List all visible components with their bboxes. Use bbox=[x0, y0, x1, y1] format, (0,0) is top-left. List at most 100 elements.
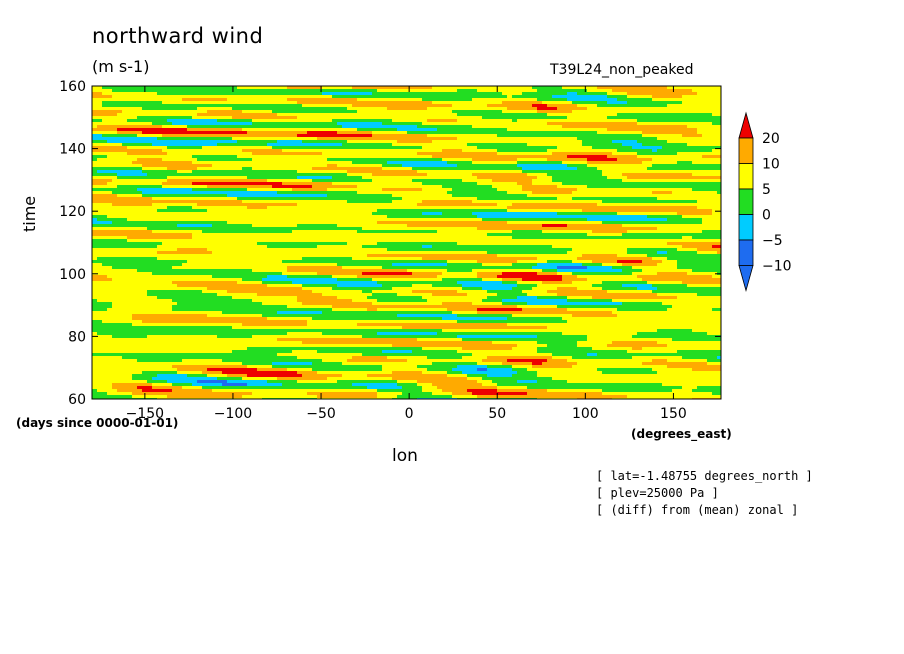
heatmap-cell bbox=[92, 101, 98, 105]
heatmap-cell bbox=[227, 89, 233, 93]
heatmap-cell bbox=[97, 203, 103, 207]
heatmap-cell bbox=[717, 116, 721, 120]
heatmap-cell bbox=[632, 107, 638, 111]
heatmap-cell bbox=[327, 167, 333, 171]
heatmap-cell bbox=[157, 119, 163, 123]
heatmap-cell bbox=[127, 101, 133, 105]
heatmap-cell bbox=[262, 182, 268, 186]
heatmap-cell bbox=[107, 173, 113, 177]
heatmap-cell bbox=[262, 98, 268, 102]
heatmap-cell bbox=[377, 164, 383, 168]
heatmap-cell bbox=[462, 200, 468, 204]
heatmap-cell bbox=[492, 128, 498, 132]
heatmap-cell bbox=[332, 95, 338, 99]
heatmap-cell bbox=[317, 101, 323, 105]
heatmap-cell bbox=[127, 107, 133, 111]
heatmap-cell bbox=[677, 179, 683, 183]
heatmap-cell bbox=[312, 122, 318, 126]
heatmap-cell bbox=[332, 134, 338, 138]
heatmap-cell bbox=[502, 197, 508, 201]
heatmap-cell bbox=[302, 146, 308, 150]
heatmap-cell bbox=[692, 152, 698, 156]
heatmap-cell bbox=[667, 200, 673, 204]
heatmap-cell bbox=[527, 170, 533, 174]
heatmap-cell bbox=[472, 176, 478, 180]
heatmap-cell bbox=[152, 167, 158, 171]
heatmap-cell bbox=[602, 194, 608, 198]
heatmap-cell bbox=[622, 95, 628, 99]
heatmap-cell bbox=[492, 101, 498, 105]
heatmap-cell bbox=[502, 200, 508, 204]
heatmap-cell bbox=[382, 188, 388, 192]
heatmap-cell bbox=[137, 194, 143, 198]
heatmap-cell bbox=[297, 116, 303, 120]
heatmap-cell bbox=[547, 95, 553, 99]
heatmap-cell bbox=[242, 137, 248, 141]
heatmap-cell bbox=[622, 185, 628, 189]
heatmap-cell bbox=[247, 116, 253, 120]
heatmap-cell bbox=[592, 140, 598, 144]
heatmap-cell bbox=[472, 92, 478, 96]
heatmap-cell bbox=[477, 167, 483, 171]
heatmap-cell bbox=[432, 89, 438, 93]
heatmap-cell bbox=[192, 200, 198, 204]
heatmap-cell bbox=[182, 143, 188, 147]
heatmap-cell bbox=[422, 185, 428, 189]
heatmap-cell bbox=[347, 131, 353, 135]
heatmap-cell bbox=[267, 185, 273, 189]
heatmap-cell bbox=[232, 176, 238, 180]
heatmap-cell bbox=[397, 110, 403, 114]
heatmap-cell bbox=[237, 122, 243, 126]
heatmap-cell bbox=[377, 119, 383, 123]
heatmap-cell bbox=[107, 104, 113, 108]
heatmap-cell bbox=[622, 92, 628, 96]
heatmap-cell bbox=[297, 188, 303, 192]
heatmap-cell bbox=[527, 161, 533, 165]
heatmap-cell bbox=[682, 137, 688, 141]
heatmap-cell bbox=[152, 146, 158, 150]
heatmap-cell bbox=[252, 101, 258, 105]
heatmap-cell bbox=[272, 143, 278, 147]
heatmap-cell bbox=[112, 182, 118, 186]
heatmap-cell bbox=[632, 116, 638, 120]
heatmap-cell bbox=[282, 155, 288, 159]
heatmap-cell bbox=[332, 197, 338, 201]
heatmap-cell bbox=[272, 122, 278, 126]
heatmap-cell bbox=[137, 95, 143, 99]
heatmap-cell bbox=[702, 92, 708, 96]
heatmap-cell bbox=[517, 179, 523, 183]
heatmap-cell bbox=[357, 185, 363, 189]
heatmap-cell bbox=[112, 176, 118, 180]
heatmap-cell bbox=[407, 131, 413, 135]
heatmap-cell bbox=[112, 134, 118, 138]
heatmap-cell bbox=[382, 158, 388, 162]
heatmap-cell bbox=[147, 86, 153, 90]
heatmap-cell bbox=[647, 161, 653, 165]
heatmap-cell bbox=[257, 188, 263, 192]
heatmap-cell bbox=[642, 86, 648, 90]
heatmap-cell bbox=[512, 113, 518, 117]
heatmap-cell bbox=[637, 122, 643, 126]
heatmap-cell bbox=[257, 122, 263, 126]
heatmap-cell bbox=[712, 182, 718, 186]
heatmap-cell bbox=[522, 161, 528, 165]
heatmap-cell bbox=[637, 161, 643, 165]
heatmap-cell bbox=[512, 116, 518, 120]
heatmap-cell bbox=[512, 110, 518, 114]
heatmap-cell bbox=[647, 191, 653, 195]
heatmap-cell bbox=[192, 146, 198, 150]
heatmap-cell bbox=[692, 92, 698, 96]
heatmap-cell bbox=[237, 131, 243, 135]
heatmap-cell bbox=[157, 101, 163, 105]
heatmap-cell bbox=[292, 110, 298, 114]
heatmap-cell bbox=[627, 122, 633, 126]
heatmap-cell bbox=[392, 113, 398, 117]
heatmap-cell bbox=[257, 176, 263, 180]
heatmap-cell bbox=[452, 173, 458, 177]
heatmap-cell bbox=[302, 185, 308, 189]
heatmap-cell bbox=[502, 191, 508, 195]
heatmap-cell bbox=[412, 149, 418, 153]
heatmap-cell bbox=[112, 200, 118, 204]
heatmap-cell bbox=[477, 146, 483, 150]
heatmap-cell bbox=[112, 107, 118, 111]
